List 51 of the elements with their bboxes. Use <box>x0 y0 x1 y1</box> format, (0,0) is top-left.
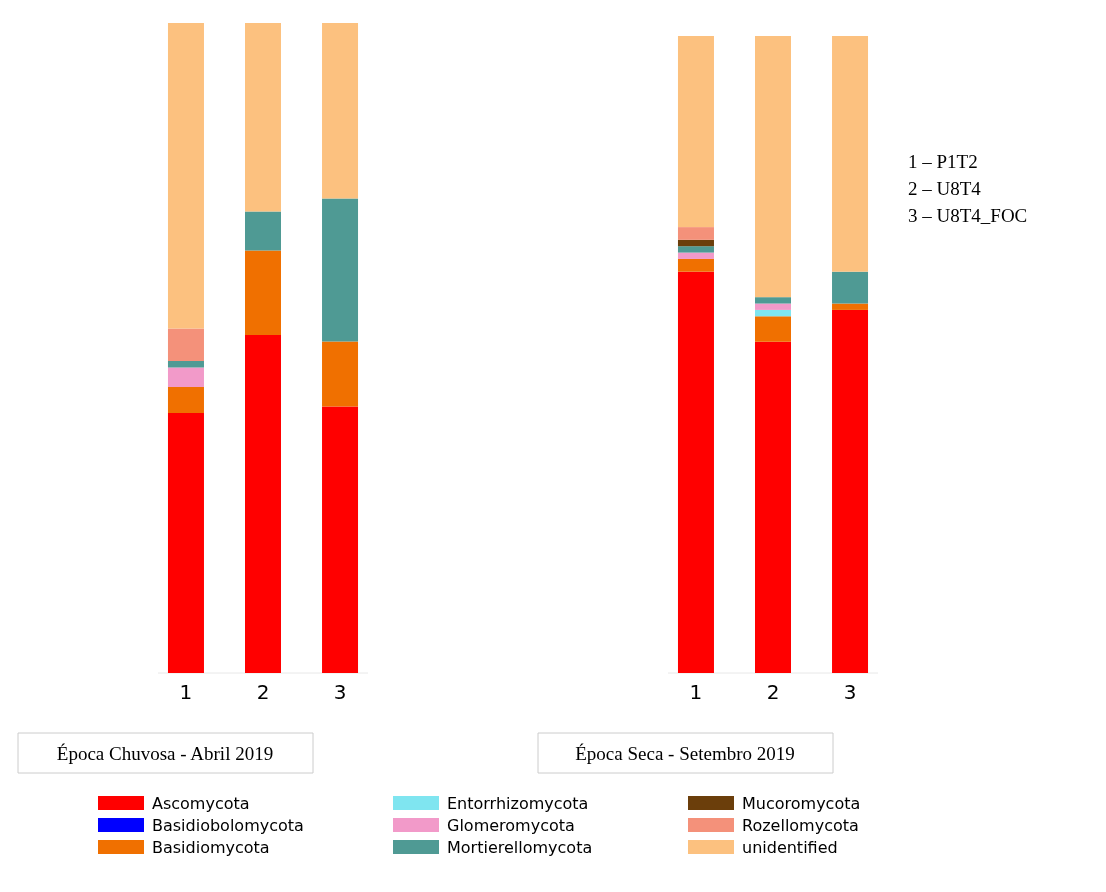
legend-label: Basidiobolomycota <box>152 816 304 835</box>
legend-label: unidentified <box>742 838 838 857</box>
bar <box>677 252 714 259</box>
bar <box>755 297 791 304</box>
legend-label: Rozellomycota <box>742 816 859 835</box>
bar <box>167 328 204 361</box>
bar <box>832 36 869 272</box>
x-axis-title: Época Chuvosa - Abril 2019 <box>56 743 274 764</box>
bar <box>322 23 359 199</box>
bar <box>755 36 791 298</box>
bar <box>245 23 281 212</box>
bar <box>167 387 204 413</box>
bar <box>755 309 791 317</box>
text: 3 – U8T4_FOC <box>908 205 1028 226</box>
legend-label: Entorrhizomycota <box>447 794 589 813</box>
bar <box>677 227 714 240</box>
x-tick-label: 1 <box>179 680 193 704</box>
bar <box>832 309 869 673</box>
bar <box>322 198 359 342</box>
bar <box>832 271 869 304</box>
legend-label: Mortierellomycota <box>447 838 593 857</box>
bar <box>677 36 714 228</box>
legend-label: Glomeromycota <box>447 816 575 835</box>
x-tick-label: 3 <box>333 680 347 704</box>
bar <box>167 23 204 329</box>
bar <box>245 250 281 335</box>
x-tick-label: 1 <box>689 680 703 704</box>
legend-label: Basidiomycota <box>152 838 270 857</box>
bar <box>167 413 204 673</box>
legend-label: Mucoromycota <box>742 794 861 813</box>
x-tick-label: 3 <box>843 680 857 704</box>
bar <box>322 406 359 673</box>
bar <box>755 303 791 310</box>
bar <box>755 341 791 673</box>
bar <box>677 271 714 673</box>
x-axis-title: Época Seca - Setembro 2019 <box>575 743 795 764</box>
bar <box>167 361 204 368</box>
bar <box>322 341 359 407</box>
bar <box>167 367 204 387</box>
x-tick-label: 2 <box>766 680 780 704</box>
x-tick-label: 2 <box>256 680 270 704</box>
text: 1 – P1T2 <box>908 151 978 172</box>
bar <box>677 246 714 253</box>
bar <box>245 335 281 673</box>
bar <box>245 211 281 251</box>
bar <box>755 316 791 342</box>
bar <box>677 239 714 247</box>
text: 2 – U8T4 <box>908 178 982 199</box>
bar <box>832 303 869 310</box>
bar <box>677 258 714 272</box>
legend-label: Ascomycota <box>152 794 250 813</box>
